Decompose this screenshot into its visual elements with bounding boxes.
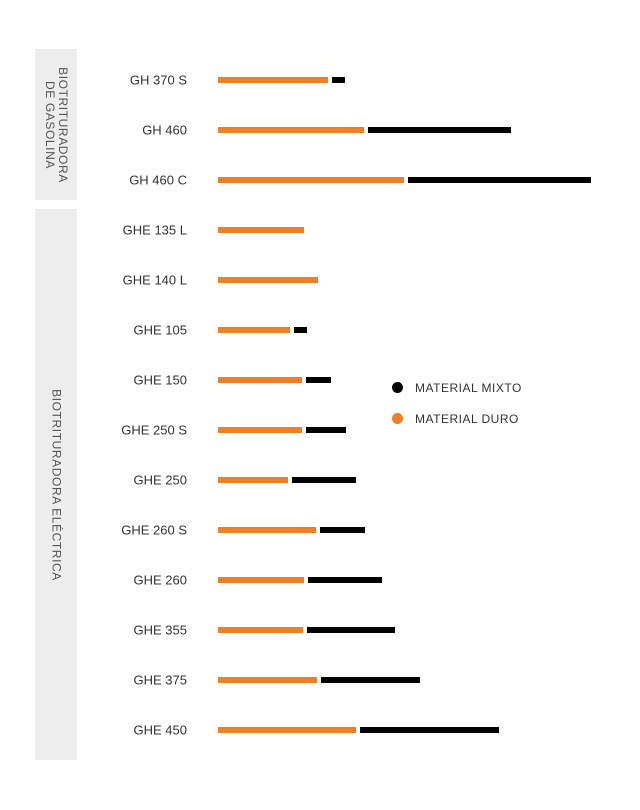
bar-duro (218, 77, 328, 83)
bar-duro (218, 427, 302, 433)
bar-mixto (360, 727, 499, 733)
legend-swatch-duro (392, 413, 403, 424)
tick-label: GHE 250 (134, 473, 187, 488)
bar-duro (218, 177, 404, 183)
group-panel-gasolina: BIOTRITURADORA DE GASOLINA (35, 49, 77, 200)
bar-duro (218, 277, 318, 283)
bar-mixto (321, 677, 420, 683)
bar-duro (218, 527, 316, 533)
bar-duro (218, 377, 302, 383)
tick-label: GH 460 C (129, 173, 187, 188)
tick-label: GH 370 S (130, 73, 187, 88)
bar-mixto (306, 427, 346, 433)
tick-label: GHE 375 (134, 673, 187, 688)
tick-label: GHE 150 (134, 373, 187, 388)
legend-swatch-mixto (392, 382, 403, 393)
tick-label: GHE 260 S (121, 523, 187, 538)
bar-duro (218, 227, 304, 233)
legend-label-mixto: MATERIAL MIXTO (415, 380, 522, 395)
tick-label: GHE 355 (134, 623, 187, 638)
bar-duro (218, 627, 303, 633)
bar-duro (218, 327, 290, 333)
tick-label: GH 460 (142, 123, 187, 138)
legend: MATERIAL MIXTO MATERIAL DURO (392, 380, 522, 442)
bar-mixto (308, 577, 382, 583)
bar-mixto (292, 477, 356, 483)
bar-duro (218, 577, 304, 583)
legend-item-duro: MATERIAL DURO (392, 411, 522, 426)
bar-duro (218, 677, 317, 683)
bar-mixto (368, 127, 511, 133)
group-panel-electrica: BIOTRITURADORA ELÉCTRICA (35, 209, 77, 760)
legend-label-duro: MATERIAL DURO (415, 411, 519, 426)
tick-label: GHE 140 L (123, 273, 187, 288)
tick-label: GHE 260 (134, 573, 187, 588)
bar-mixto (294, 327, 307, 333)
bar-duro (218, 727, 356, 733)
bar-duro (218, 127, 364, 133)
bar-mixto (332, 77, 345, 83)
bar-duro (218, 477, 288, 483)
bar-mixto (307, 627, 395, 633)
tick-label: GHE 250 S (121, 423, 187, 438)
tick-label: GHE 450 (134, 723, 187, 738)
bar-mixto (306, 377, 331, 383)
bar-mixto (408, 177, 591, 183)
legend-item-mixto: MATERIAL MIXTO (392, 380, 522, 395)
bar-mixto (320, 527, 365, 533)
tick-label: GHE 105 (134, 323, 187, 338)
tick-label: GHE 135 L (123, 223, 187, 238)
